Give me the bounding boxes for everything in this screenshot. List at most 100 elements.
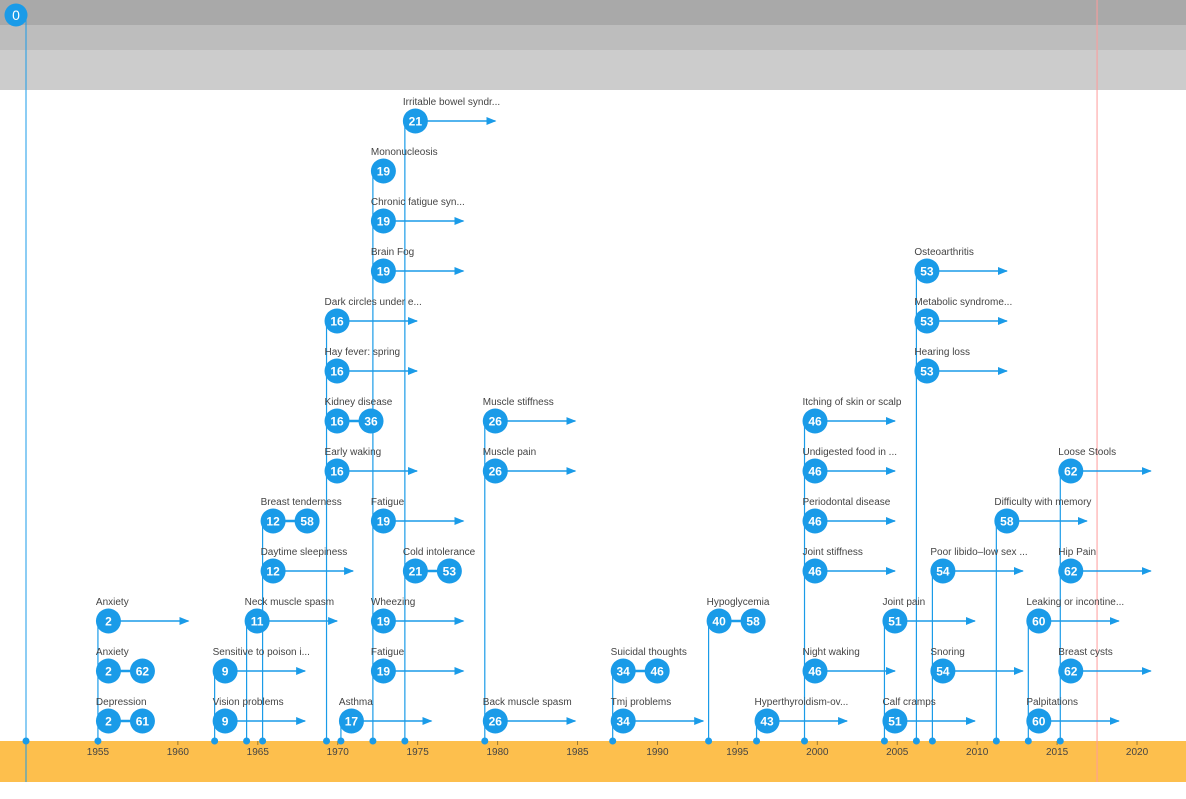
event-end-age-label: 36 (364, 415, 378, 429)
event-label: Periodontal disease (803, 497, 891, 508)
event-label: Early waking (325, 447, 382, 458)
event-age-bubble (338, 708, 364, 734)
event-age-label: 2 (105, 615, 112, 629)
event-age-label: 2 (105, 715, 112, 729)
event-label: Tmj problems (611, 697, 672, 708)
event-label: Irritable bowel syndr... (403, 97, 500, 108)
event-age-label: 43 (760, 715, 774, 729)
event-age-bubble (324, 408, 350, 434)
event-age-bubble (370, 258, 396, 284)
event-label: Chronic fatigue syn... (371, 197, 465, 208)
event-label: Calf cramps (882, 697, 935, 708)
event-label: Palpitations (1026, 697, 1078, 708)
event-age-label: 2 (105, 665, 112, 679)
event-end-age-bubble (129, 658, 155, 684)
event-age-label: 19 (377, 265, 391, 279)
event-age-bubble (370, 158, 396, 184)
event-age-bubble (882, 608, 908, 634)
axis-tick-label: 2015 (1046, 747, 1069, 758)
event-age-label: 62 (1064, 565, 1078, 579)
header-band-top (0, 0, 1186, 25)
event-age-bubble (914, 308, 940, 334)
event-age-bubble (370, 658, 396, 684)
event-axis-dot (880, 737, 888, 745)
event-end-age-bubble (436, 558, 462, 584)
event-age-bubble (802, 658, 828, 684)
event-age-label: 19 (377, 165, 391, 179)
event-axis-dot (1056, 737, 1064, 745)
event-age-bubble (802, 508, 828, 534)
event-age-label: 12 (266, 565, 280, 579)
event-label: Hay fever: spring (325, 347, 401, 358)
event-label: Sensitive to poison i... (213, 647, 310, 658)
event-axis-dot (753, 737, 761, 745)
event-label: Anxiety (96, 597, 129, 608)
axis-tick-label: 2000 (806, 747, 829, 758)
event-age-label: 26 (489, 715, 503, 729)
axis-tick-label: 2005 (886, 747, 909, 758)
event-age-label: 21 (409, 565, 423, 579)
event-end-age-bubble (740, 608, 766, 634)
event-label: Joint pain (882, 597, 925, 608)
event-age-bubble (244, 608, 270, 634)
event-age-bubble (324, 458, 350, 484)
event-age-label: 53 (920, 265, 934, 279)
event-label: Anxiety (96, 647, 129, 658)
axis-tick-label: 1970 (327, 747, 350, 758)
event-age-bubble (212, 658, 238, 684)
event-age-bubble (706, 608, 732, 634)
event-age-bubble (914, 358, 940, 384)
event-age-label: 12 (266, 515, 280, 529)
event-age-bubble (1058, 458, 1084, 484)
event-age-bubble (1026, 708, 1052, 734)
event-age-bubble (754, 708, 780, 734)
event-age-bubble (1058, 558, 1084, 584)
event-age-bubble (1058, 658, 1084, 684)
event-age-bubble (260, 558, 286, 584)
axis-tick-label: 1995 (726, 747, 749, 758)
event-age-label: 46 (808, 415, 822, 429)
event-age-label: 51 (888, 615, 902, 629)
event-label: Back muscle spasm (483, 697, 572, 708)
event-end-age-label: 62 (136, 665, 150, 679)
event-label: Hearing loss (914, 347, 970, 358)
header-band-bottom (0, 50, 1186, 90)
event-axis-dot (369, 737, 377, 745)
event-label: Fatigue (371, 497, 405, 508)
event-age-bubble (370, 208, 396, 234)
axis-tick-label: 1980 (486, 747, 509, 758)
event-axis-dot (259, 737, 267, 745)
event-label: Daytime sleepiness (261, 547, 348, 558)
event-age-label: 19 (377, 515, 391, 529)
axis-tick-label: 2020 (1126, 747, 1149, 758)
event-age-label: 60 (1032, 715, 1046, 729)
event-label: Muscle stiffness (483, 397, 554, 408)
axis-tick-label: 1955 (87, 747, 110, 758)
event-axis-dot (609, 737, 617, 745)
event-label: Leaking or incontine... (1026, 597, 1124, 608)
event-age-bubble (482, 708, 508, 734)
event-label: Breast cysts (1058, 647, 1112, 658)
event-age-label: 11 (251, 615, 264, 629)
event-age-label: 54 (936, 565, 950, 579)
event-age-label: 26 (489, 415, 503, 429)
event-label: Itching of skin or scalp (803, 397, 902, 408)
axis-tick-label: 1965 (247, 747, 270, 758)
axis-tick-label: 1985 (566, 747, 589, 758)
event-age-bubble (914, 258, 940, 284)
event-age-label: 58 (1000, 515, 1014, 529)
event-end-age-label: 58 (746, 615, 760, 629)
event-age-label: 60 (1032, 615, 1046, 629)
event-label: Poor libido–low sex ... (930, 547, 1027, 558)
event-label: Wheezing (371, 597, 415, 608)
event-axis-dot (94, 737, 102, 745)
event-axis-dot (481, 737, 489, 745)
event-age-label: 46 (808, 665, 822, 679)
event-end-age-label: 53 (443, 565, 457, 579)
event-end-age-bubble (129, 708, 155, 734)
axis-tick-label: 1960 (167, 747, 190, 758)
event-age-bubble (95, 658, 121, 684)
event-age-label: 16 (330, 315, 344, 329)
event-label: Difficulty with memory (994, 497, 1091, 508)
